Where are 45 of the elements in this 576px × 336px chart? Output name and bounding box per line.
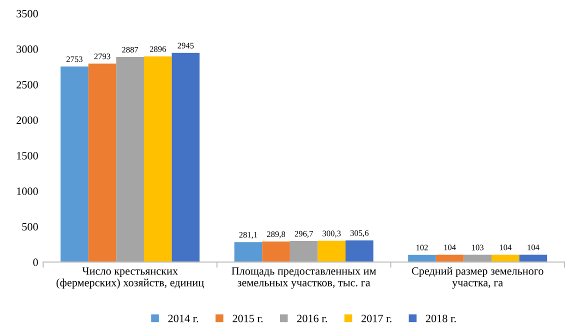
bar xyxy=(408,254,436,262)
legend-label: 2015 г. xyxy=(232,314,263,322)
y-tick-label: 1500 xyxy=(17,152,38,160)
bar xyxy=(519,254,548,262)
data-label: 104 xyxy=(528,244,540,250)
legend-label: 2017 г. xyxy=(362,314,392,322)
data-label: 300,3 xyxy=(322,230,341,238)
y-tick-label: 2000 xyxy=(16,116,38,124)
data-label: 2793 xyxy=(94,54,110,60)
y-tick-label: 500 xyxy=(22,223,38,231)
y-tick-label: 3000 xyxy=(16,45,38,53)
data-label: 289,8 xyxy=(267,231,286,238)
bar xyxy=(436,254,464,262)
bar xyxy=(346,240,374,262)
data-label: 102 xyxy=(416,244,428,250)
legend-label: 2016 г. xyxy=(297,314,327,322)
bar xyxy=(88,64,116,262)
bar xyxy=(172,52,200,262)
y-tick-label: 2500 xyxy=(16,80,38,88)
legend-label: 2018 г. xyxy=(426,314,456,322)
bar xyxy=(262,241,290,262)
data-label: 103 xyxy=(472,244,484,250)
data-label: 281,1 xyxy=(239,232,258,239)
x-tick-label: Число крестьянских (фермерских) хозяйств, единиц xyxy=(56,267,204,289)
x-tick-label: Средний размер земельного участка, га xyxy=(412,267,544,289)
x-tick-label: Площадь предоставленных им земельных участков, тыс. га xyxy=(232,267,376,289)
bar xyxy=(318,240,346,262)
data-label: 2887 xyxy=(122,46,138,53)
bar xyxy=(290,241,318,262)
y-tick-label: 0 xyxy=(33,258,38,266)
y-tick-label: 3500 xyxy=(16,10,38,18)
bar xyxy=(144,56,172,262)
data-label: 2945 xyxy=(178,42,194,48)
data-label: 296,7 xyxy=(294,230,313,238)
data-label: 2896 xyxy=(150,46,166,52)
data-label: 104 xyxy=(444,244,456,250)
bar xyxy=(492,254,520,262)
data-label: 305,6 xyxy=(350,230,369,238)
data-label: 104 xyxy=(500,244,512,250)
bar xyxy=(116,56,144,262)
legend-label: 2014 г. xyxy=(168,314,198,322)
bar xyxy=(234,242,262,262)
bar xyxy=(60,66,88,262)
y-tick-label: 1000 xyxy=(17,188,38,196)
data-label: 2753 xyxy=(66,56,82,62)
